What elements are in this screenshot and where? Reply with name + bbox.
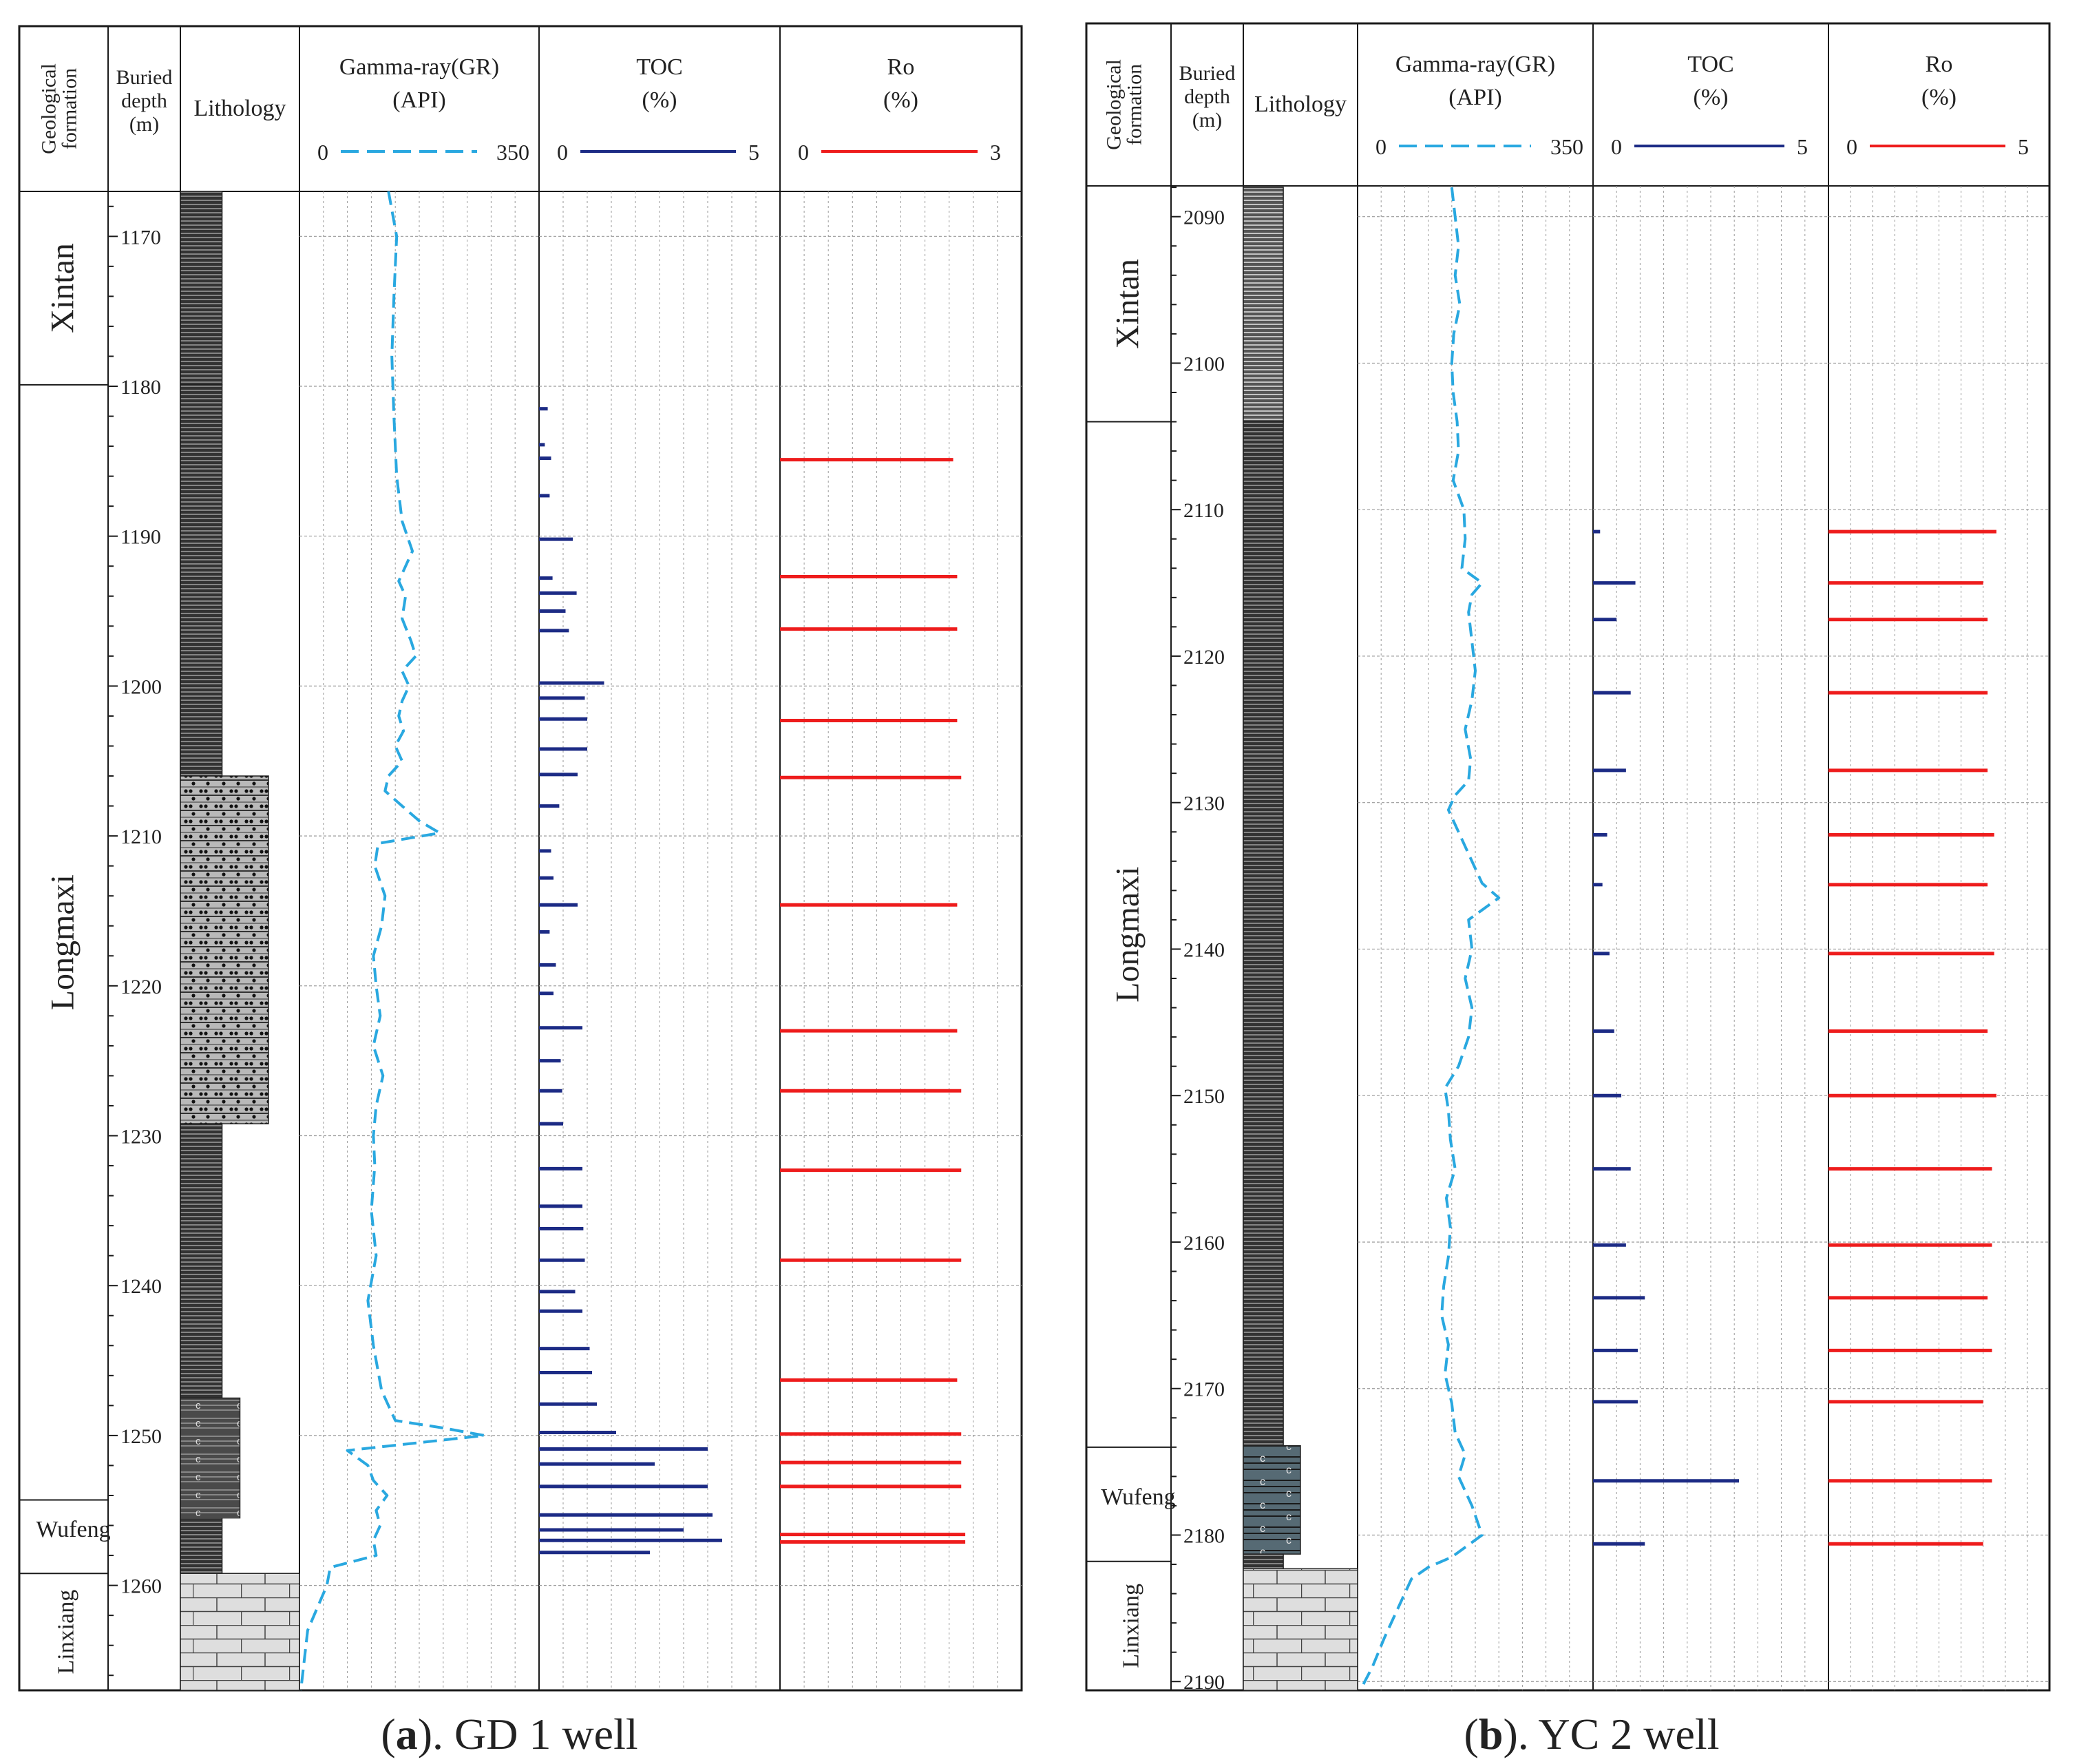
depth-label: 1250 bbox=[120, 1425, 162, 1448]
header-ro-max: 3 bbox=[990, 140, 1001, 165]
depth-label: 2100 bbox=[1183, 353, 1225, 375]
depth-label: 1190 bbox=[120, 526, 161, 549]
header-depth: Buried bbox=[1179, 62, 1236, 85]
header-ro-title: Ro bbox=[887, 54, 915, 80]
lithology-siliceous-shale bbox=[180, 1397, 241, 1519]
header-gr-unit: (API) bbox=[392, 87, 445, 113]
header-toc-max: 5 bbox=[1797, 134, 1808, 159]
depth-label: 2120 bbox=[1183, 646, 1225, 669]
formation-wufeng: Wufeng bbox=[1101, 1484, 1175, 1510]
header-depth: (m) bbox=[1192, 109, 1222, 132]
header-gr-min: 0 bbox=[1375, 134, 1387, 159]
depth-label: 2190 bbox=[1183, 1671, 1225, 1694]
header-gr-title: Gamma-ray(GR) bbox=[1395, 52, 1555, 77]
header-depth: Buried bbox=[116, 66, 173, 89]
depth-label: 1240 bbox=[120, 1275, 162, 1298]
header-ro-max: 5 bbox=[2018, 134, 2029, 159]
depth-label: 1210 bbox=[120, 826, 162, 848]
panel-frame bbox=[1085, 22, 2051, 1692]
header-ro-unit: (%) bbox=[1921, 85, 1957, 110]
depth-label: 2160 bbox=[1183, 1232, 1225, 1254]
formation-xintan: Xintan bbox=[1110, 259, 1146, 349]
header-toc-min: 0 bbox=[1611, 134, 1622, 159]
depth-label: 2180 bbox=[1183, 1524, 1225, 1547]
header-formation: formation bbox=[59, 68, 81, 149]
depth-label: 1230 bbox=[120, 1126, 162, 1148]
depth-label: 2150 bbox=[1183, 1085, 1225, 1108]
header-toc-unit: (%) bbox=[1694, 85, 1729, 110]
depth-label: 1170 bbox=[120, 226, 161, 249]
lithology-limestone bbox=[1243, 1568, 1358, 1691]
caption-paren: ( bbox=[381, 1710, 395, 1758]
header-lithology: Lithology bbox=[1254, 92, 1347, 117]
lithology-shale bbox=[180, 1123, 223, 1399]
lithology-shale bbox=[180, 1517, 223, 1574]
caption-paren: ( bbox=[1464, 1710, 1479, 1758]
lithology-shale bbox=[180, 191, 223, 386]
header-toc-max: 5 bbox=[748, 140, 759, 165]
lithology-shale bbox=[1243, 1553, 1284, 1570]
header-lithology: Lithology bbox=[193, 96, 286, 121]
depth-label: 1260 bbox=[120, 1575, 162, 1598]
panel-frame bbox=[18, 25, 1023, 1692]
depth-label: 2110 bbox=[1183, 499, 1224, 522]
lithology-siliceous-shale bbox=[1243, 1445, 1301, 1555]
formation-wufeng: Wufeng bbox=[36, 1517, 110, 1542]
lithology-shale-light bbox=[1243, 187, 1284, 423]
header-ro-min: 0 bbox=[798, 140, 809, 165]
header-formation: Geological bbox=[1103, 59, 1126, 150]
formation-linxiang: Linxiang bbox=[1119, 1584, 1144, 1668]
formation-longmaxi: Longmaxi bbox=[45, 874, 81, 1010]
header-gr-title: Gamma-ray(GR) bbox=[339, 54, 499, 80]
header-depth: depth bbox=[1184, 85, 1230, 108]
gr-curve bbox=[1360, 187, 1501, 1690]
depth-label: 2140 bbox=[1183, 938, 1225, 961]
header-toc-title: TOC bbox=[636, 54, 682, 80]
header-formation: formation bbox=[1124, 64, 1146, 145]
caption-letter: a bbox=[396, 1710, 418, 1758]
depth-label: 2170 bbox=[1183, 1378, 1225, 1401]
caption-letter: b bbox=[1479, 1710, 1504, 1758]
header-toc-unit: (%) bbox=[642, 87, 677, 113]
formation-linxiang: Linxiang bbox=[54, 1590, 79, 1674]
lithology-shale bbox=[1243, 421, 1284, 1447]
header-formation: Geological bbox=[38, 63, 61, 154]
depth-label: 1220 bbox=[120, 976, 162, 998]
lithology-silty-shale bbox=[180, 775, 269, 1124]
panel-caption: (b). YC 2 well bbox=[1464, 1710, 1720, 1758]
lithology-limestone bbox=[180, 1573, 300, 1691]
header-depth: (m) bbox=[129, 113, 159, 136]
caption-text: ). GD 1 well bbox=[418, 1710, 638, 1758]
depth-label: 2090 bbox=[1183, 207, 1225, 229]
header-ro-title: Ro bbox=[1926, 52, 1953, 77]
formation-xintan: Xintan bbox=[45, 243, 81, 333]
header-toc-title: TOC bbox=[1687, 52, 1733, 77]
depth-label: 1200 bbox=[120, 675, 162, 698]
header-gr-unit: (API) bbox=[1448, 85, 1501, 110]
header-gr-max: 350 bbox=[496, 140, 529, 165]
header-ro-unit: (%) bbox=[883, 87, 918, 113]
depth-label: 2130 bbox=[1183, 792, 1225, 815]
header-ro-min: 0 bbox=[1846, 134, 1857, 159]
panel-caption: (a). GD 1 well bbox=[381, 1710, 637, 1758]
formation-longmaxi: Longmaxi bbox=[1110, 867, 1146, 1002]
header-toc-min: 0 bbox=[557, 140, 568, 165]
depth-label: 1180 bbox=[120, 376, 161, 399]
lithology-shale bbox=[180, 384, 223, 777]
caption-text: ). YC 2 well bbox=[1503, 1710, 1719, 1758]
gr-curve bbox=[299, 191, 486, 1691]
header-gr-max: 350 bbox=[1550, 134, 1583, 159]
header-depth: depth bbox=[121, 90, 167, 112]
header-gr-min: 0 bbox=[317, 140, 328, 165]
